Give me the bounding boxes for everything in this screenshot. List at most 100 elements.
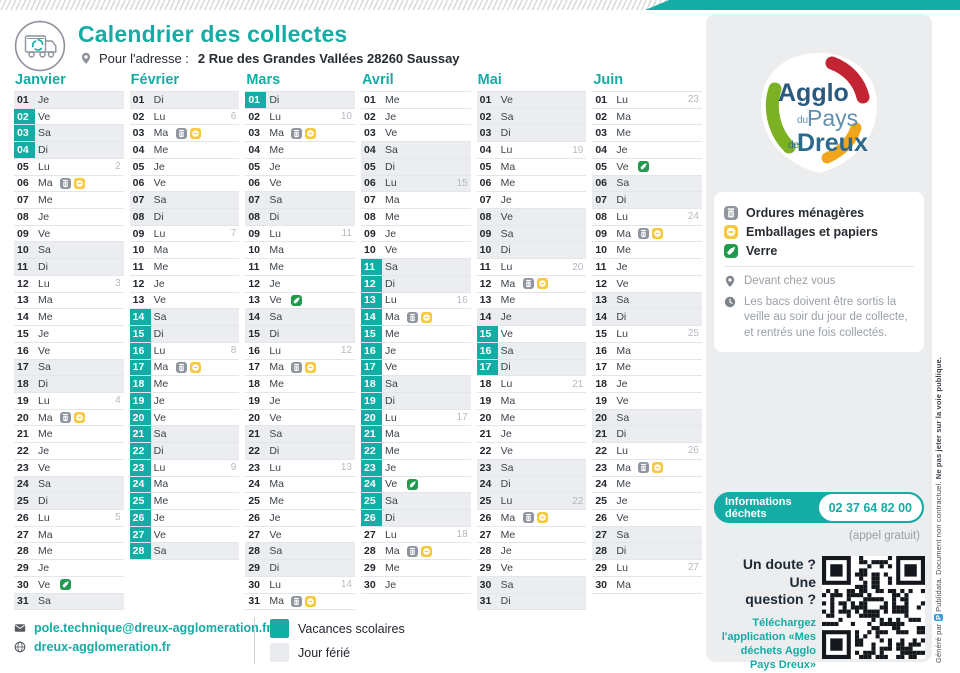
day-weekday: Me [153, 144, 169, 157]
day-row: 26 Je [245, 510, 355, 527]
day-weekday: Ve [384, 244, 398, 257]
day-row: 09 Lu 11 [245, 226, 355, 243]
day-number: 05 [363, 160, 376, 173]
day-row: 22 Je [14, 443, 124, 460]
day-row: 05 Ve [592, 159, 702, 176]
day-icons [60, 177, 85, 189]
day-row: 25 Je [592, 493, 702, 510]
day-weekday: Me [38, 545, 53, 558]
day-weekday: Di [616, 194, 627, 207]
day-icons [60, 412, 85, 424]
day-row: 11 Lu 20 [476, 259, 587, 276]
week-number: 25 [687, 328, 699, 340]
day-row: 27 Ma [14, 527, 124, 544]
day-number: 04 [132, 144, 145, 157]
day-number: 05 [132, 160, 145, 173]
day-row: 10 Ma [245, 242, 355, 260]
day-row: 27 Ve [245, 527, 355, 544]
day-weekday: Ve [500, 210, 513, 223]
day-number: 16 [248, 344, 261, 357]
download-line: l'application «Mes [721, 630, 816, 643]
day-weekday: Di [384, 394, 395, 407]
day-row: 20 Me [476, 410, 587, 427]
day-weekday: Di [616, 311, 627, 324]
day-number: 15 [129, 326, 151, 342]
day-number: 07 [479, 194, 492, 207]
day-weekday: Me [153, 261, 169, 274]
day-row: 04 Lu 19 [476, 142, 587, 159]
month-column: Février 01 Di 02 Lu 6 03 Ma 04 Me 05 Je 06 Ve 07 Sa 08 Di… [129, 72, 240, 610]
day-number: 22 [360, 443, 382, 459]
day-icons [406, 545, 432, 557]
emballages-icon [420, 545, 432, 557]
legend-item-emballages: Emballages et papiers [724, 225, 914, 239]
day-row: 23 Lu 9 [129, 459, 240, 477]
day-weekday: Sa [38, 361, 51, 374]
doubt-title: Un doute ? Une question ? [710, 556, 816, 609]
day-number: 09 [248, 227, 261, 240]
day-number: 13 [360, 292, 382, 309]
week-number: 5 [115, 512, 121, 524]
day-row: 25 Lu 22 [476, 493, 587, 510]
day-row: 08 Lu 24 [592, 209, 702, 226]
day-row: 12 Je [129, 276, 240, 293]
day-row: 14 Me [14, 309, 124, 327]
emballages-icon [652, 228, 664, 240]
day-number: 12 [479, 277, 492, 290]
day-number: 22 [479, 444, 492, 457]
day-icons [638, 161, 650, 173]
side-note-vertical: Généré par P Publidata. Document non con… [934, 271, 943, 663]
day-number: 06 [479, 177, 492, 190]
day-row: 10 Ma [129, 242, 240, 260]
day-weekday: Ve [384, 478, 398, 491]
day-number: 14 [479, 311, 492, 324]
day-number: 15 [360, 326, 382, 342]
verre-icon [406, 478, 418, 490]
day-row: 13 Me [476, 293, 587, 310]
top-stripe-teal [645, 0, 960, 10]
day-row: 29 Lu 27 [592, 560, 702, 577]
day-weekday: Ma [384, 311, 400, 324]
day-row: 09 Ve [14, 226, 124, 243]
day-weekday: Ma [153, 361, 169, 374]
day-number: 10 [248, 244, 261, 257]
day-number: 24 [595, 478, 608, 491]
day-number: 12 [360, 275, 382, 292]
day-weekday: Lu [384, 411, 397, 424]
day-row: 24 Ma [245, 477, 355, 494]
day-weekday: Sa [500, 344, 514, 357]
website-link[interactable]: dreux-agglomeration.fr [14, 640, 271, 654]
day-weekday: Sa [384, 261, 398, 274]
day-row: 23 Ma [592, 460, 702, 477]
day-weekday: Lu [153, 344, 166, 357]
day-weekday: Sa [38, 127, 51, 140]
week-number: 3 [115, 278, 121, 290]
download-line: Téléchargez [752, 616, 816, 629]
email-link[interactable]: pole.technique@dreux-agglomeration.fr [14, 621, 271, 635]
day-row: 20 Sa [592, 409, 702, 427]
day-number: 16 [129, 342, 151, 359]
phone-pill[interactable]: Informations déchets 02 37 64 82 00 [714, 492, 924, 523]
day-weekday: Sa [500, 578, 514, 591]
day-weekday: Ma [616, 110, 631, 123]
day-weekday: Lu [616, 561, 629, 574]
legend-item-ordures: Ordures ménagères [724, 206, 914, 220]
day-row: 05 Je [129, 159, 240, 176]
day-weekday: Ve [269, 528, 282, 541]
week-number: 8 [230, 345, 237, 357]
month-title: Mars [246, 72, 281, 88]
day-icons [522, 512, 548, 524]
day-number: 24 [129, 476, 151, 493]
day-weekday: Sa [500, 110, 514, 123]
day-weekday: Me [269, 495, 284, 508]
day-row: 19 Di [360, 392, 471, 410]
day-number: 15 [595, 327, 608, 340]
day-weekday: Di [269, 444, 280, 457]
day-row: 01 Je [14, 92, 124, 109]
day-weekday: Sa [38, 244, 51, 257]
day-number: 19 [248, 394, 261, 407]
week-number: 2 [115, 161, 121, 173]
day-number: 15 [248, 327, 261, 340]
day-weekday: Ma [38, 177, 53, 190]
day-weekday: Je [500, 194, 512, 207]
